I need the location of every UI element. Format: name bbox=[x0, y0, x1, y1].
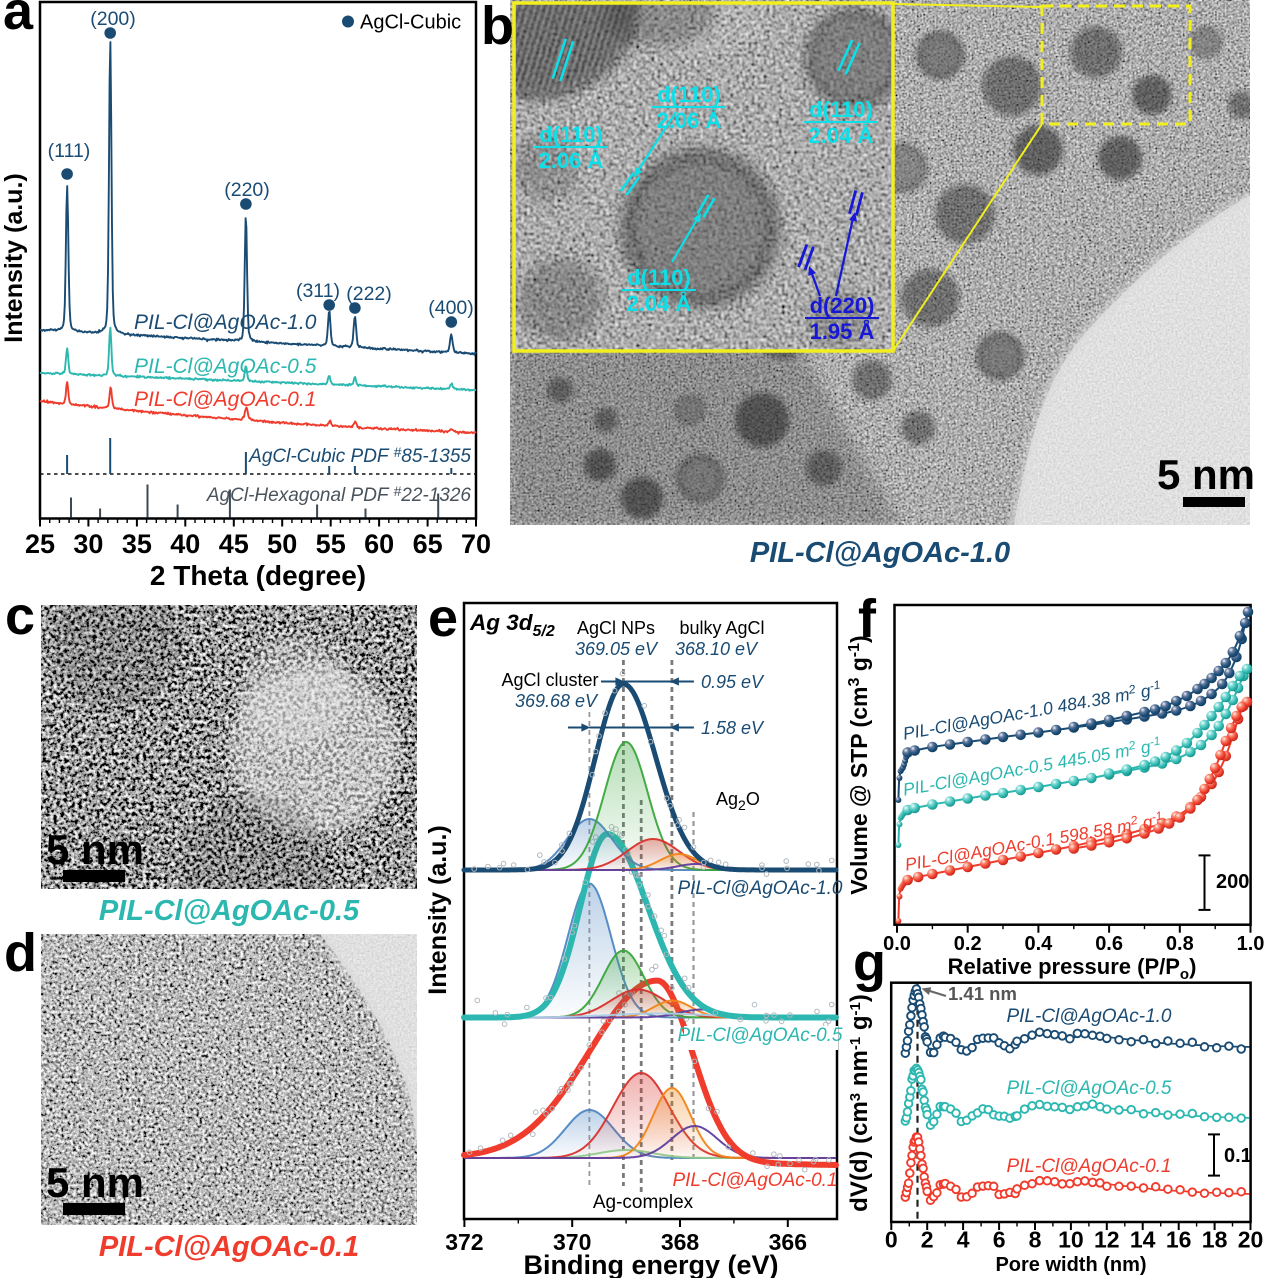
svg-text:PIL-Cl@AgOAc-0.5: PIL-Cl@AgOAc-0.5 bbox=[1006, 1078, 1171, 1099]
svg-text:0.2: 0.2 bbox=[954, 933, 982, 955]
svg-text:PIL-Cl@AgOAc-0.1: PIL-Cl@AgOAc-0.1 bbox=[99, 1231, 359, 1263]
svg-text:0.1: 0.1 bbox=[1224, 1145, 1252, 1167]
svg-text:14: 14 bbox=[1130, 1227, 1156, 1253]
svg-text:d(110): d(110) bbox=[539, 122, 603, 147]
svg-text:(400): (400) bbox=[428, 297, 474, 319]
svg-text:0.0: 0.0 bbox=[883, 933, 911, 955]
svg-text:Intensity (a.u.): Intensity (a.u.) bbox=[424, 825, 452, 994]
svg-text:Ag-complex: Ag-complex bbox=[593, 1192, 694, 1213]
svg-text:0.8: 0.8 bbox=[1166, 933, 1194, 955]
svg-text:16: 16 bbox=[1166, 1227, 1192, 1253]
svg-text:10: 10 bbox=[1058, 1227, 1084, 1253]
svg-text:0: 0 bbox=[885, 1227, 898, 1253]
svg-text:369.05 eV: 369.05 eV bbox=[575, 639, 659, 659]
svg-text:370: 370 bbox=[553, 1229, 591, 1255]
svg-text:35: 35 bbox=[122, 529, 152, 559]
svg-text:1.41 nm: 1.41 nm bbox=[948, 983, 1017, 1004]
svg-text:4: 4 bbox=[957, 1227, 970, 1253]
svg-text:2.04 Å: 2.04 Å bbox=[627, 290, 692, 316]
svg-text:30: 30 bbox=[73, 529, 103, 559]
svg-text:e: e bbox=[428, 588, 458, 648]
svg-text:2.06 Å: 2.06 Å bbox=[539, 147, 604, 173]
svg-text:368: 368 bbox=[661, 1229, 700, 1255]
svg-text:PIL-Cl@AgOAc-0.5: PIL-Cl@AgOAc-0.5 bbox=[134, 355, 317, 378]
svg-text:(311): (311) bbox=[296, 280, 340, 302]
svg-text:40: 40 bbox=[170, 529, 200, 559]
svg-text:6: 6 bbox=[993, 1227, 1006, 1253]
svg-text:70: 70 bbox=[461, 529, 491, 559]
svg-text:55: 55 bbox=[316, 529, 346, 559]
svg-text:Binding energy (eV): Binding energy (eV) bbox=[523, 1250, 778, 1278]
svg-text:PIL-Cl@AgOAc-1.0: PIL-Cl@AgOAc-1.0 bbox=[750, 537, 1010, 569]
svg-text:f: f bbox=[858, 589, 877, 649]
svg-text:0.95 eV: 0.95 eV bbox=[701, 672, 765, 692]
svg-text:18: 18 bbox=[1202, 1227, 1228, 1253]
svg-text:(200): (200) bbox=[90, 8, 136, 30]
svg-text:PIL-Cl@AgOAc-0.5: PIL-Cl@AgOAc-0.5 bbox=[99, 895, 360, 927]
svg-text:PIL-Cl@AgOAc-1.0: PIL-Cl@AgOAc-1.0 bbox=[1006, 1006, 1171, 1027]
svg-text:PIL-Cl@AgOAc-1.0: PIL-Cl@AgOAc-1.0 bbox=[677, 878, 842, 899]
svg-text:5 nm: 5 nm bbox=[46, 826, 144, 873]
svg-text:Volume @ STP (cm3 g-1): Volume @ STP (cm3 g-1) bbox=[846, 635, 872, 894]
svg-text:d(110): d(110) bbox=[809, 97, 873, 122]
svg-text:0.6: 0.6 bbox=[1095, 933, 1123, 955]
svg-text:45: 45 bbox=[219, 529, 249, 559]
svg-text:200: 200 bbox=[1216, 871, 1249, 893]
svg-text:366: 366 bbox=[769, 1229, 807, 1255]
svg-text:AgCl cluster: AgCl cluster bbox=[501, 670, 598, 690]
svg-text:AgCl NPs: AgCl NPs bbox=[577, 618, 655, 638]
svg-text:(220): (220) bbox=[224, 179, 270, 201]
svg-text:b: b bbox=[481, 0, 514, 56]
svg-text:PIL-Cl@AgOAc-0.1: PIL-Cl@AgOAc-0.1 bbox=[672, 1170, 837, 1191]
svg-text:PIL-Cl@AgOAc-1.0: PIL-Cl@AgOAc-1.0 bbox=[134, 311, 317, 334]
svg-text:2.04 Å: 2.04 Å bbox=[809, 122, 874, 148]
svg-text:d(220): d(220) bbox=[810, 293, 875, 318]
svg-text:c: c bbox=[5, 586, 35, 646]
svg-text:AgCl-Cubic: AgCl-Cubic bbox=[360, 12, 461, 34]
svg-text:a: a bbox=[3, 0, 34, 41]
svg-text:PIL-Cl@AgOAc-0.5: PIL-Cl@AgOAc-0.5 bbox=[677, 1025, 842, 1046]
svg-text:Intensity (a.u.): Intensity (a.u.) bbox=[0, 173, 28, 342]
svg-text:1.58 eV: 1.58 eV bbox=[701, 718, 765, 738]
svg-text:(111): (111) bbox=[48, 140, 91, 162]
svg-text:5 nm: 5 nm bbox=[1157, 451, 1255, 498]
svg-text:PIL-Cl@AgOAc-0.1: PIL-Cl@AgOAc-0.1 bbox=[1006, 1156, 1171, 1177]
svg-text:60: 60 bbox=[364, 529, 394, 559]
svg-text:1.0: 1.0 bbox=[1237, 933, 1265, 955]
svg-text:dV(d) (cm3 nm-1 g-1): dV(d) (cm3 nm-1 g-1) bbox=[846, 994, 873, 1212]
svg-text:372: 372 bbox=[445, 1229, 483, 1255]
svg-text:d: d bbox=[4, 923, 37, 983]
svg-text:369.68 eV: 369.68 eV bbox=[515, 691, 599, 711]
svg-text:PIL-Cl@AgOAc-0.1: PIL-Cl@AgOAc-0.1 bbox=[134, 388, 316, 411]
svg-text:2.06 Å: 2.06 Å bbox=[657, 107, 722, 133]
svg-text:g: g bbox=[853, 933, 886, 993]
svg-text:2 Theta (degree): 2 Theta (degree) bbox=[150, 560, 366, 591]
svg-text:25: 25 bbox=[25, 529, 55, 559]
svg-text:AgCl-Hexagonal PDF #22-1326: AgCl-Hexagonal PDF #22-1326 bbox=[206, 483, 472, 506]
svg-text:(222): (222) bbox=[346, 283, 392, 305]
svg-text:Relative pressure (P/Po): Relative pressure (P/Po) bbox=[948, 954, 1197, 983]
svg-text:8: 8 bbox=[1029, 1227, 1042, 1253]
svg-text:5 nm: 5 nm bbox=[46, 1159, 144, 1206]
svg-text:AgCl-Cubic PDF #85-1355: AgCl-Cubic PDF #85-1355 bbox=[248, 444, 471, 467]
svg-text:50: 50 bbox=[267, 529, 297, 559]
svg-text:65: 65 bbox=[413, 529, 443, 559]
svg-text:bulky AgCl: bulky AgCl bbox=[679, 618, 764, 638]
svg-text:Pore width (nm): Pore width (nm) bbox=[995, 1254, 1146, 1276]
svg-text:20: 20 bbox=[1238, 1227, 1264, 1253]
svg-text:2: 2 bbox=[921, 1227, 934, 1253]
svg-text:368.10 eV: 368.10 eV bbox=[675, 639, 759, 659]
svg-text:0.4: 0.4 bbox=[1024, 933, 1053, 955]
svg-text:1.95 Å: 1.95 Å bbox=[810, 318, 875, 344]
svg-text:12: 12 bbox=[1094, 1227, 1120, 1253]
svg-text:d(110): d(110) bbox=[627, 265, 691, 290]
svg-text:d(110): d(110) bbox=[657, 82, 721, 107]
